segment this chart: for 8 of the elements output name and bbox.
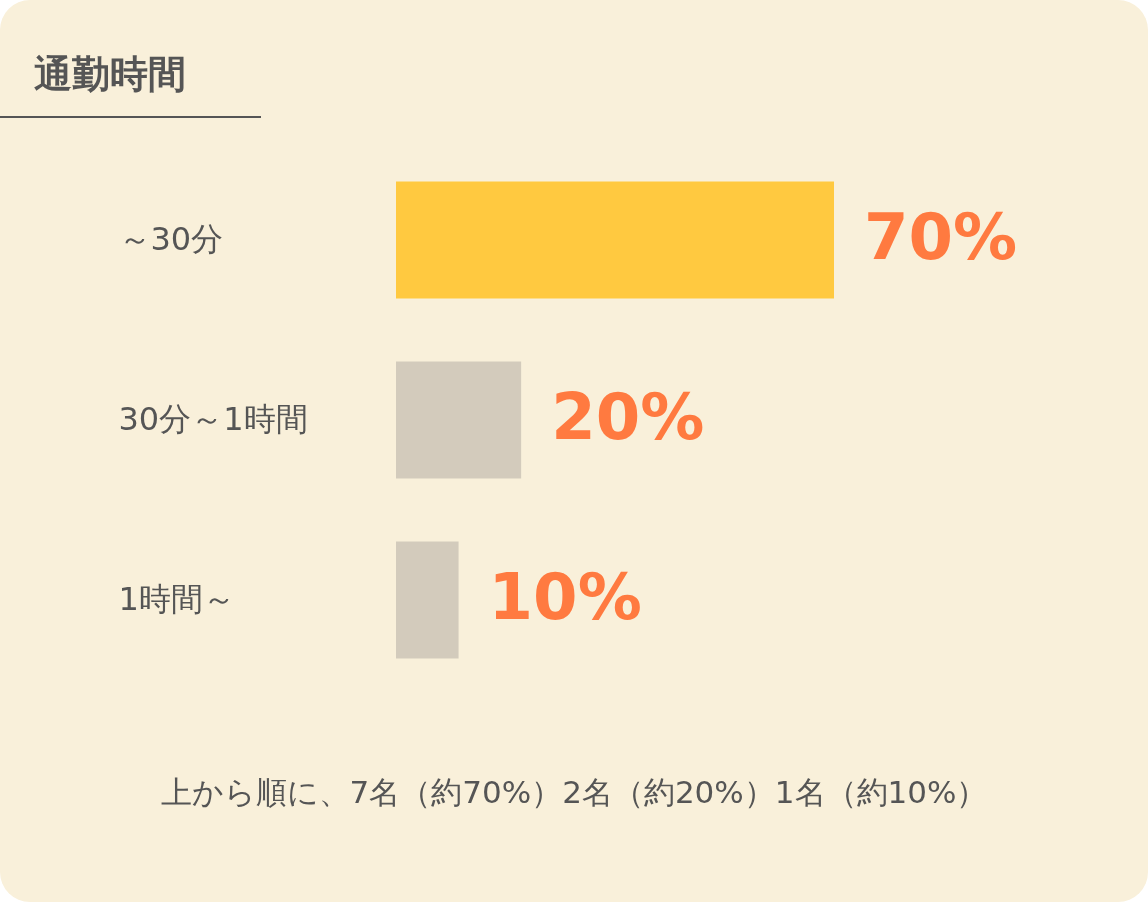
y-tick-label: ～30分 [118, 220, 224, 258]
text: 上から順に、7名（約70%）2名（約20%）1名（約10%） [159, 773, 989, 812]
y-tick-label: 30分～1時間 [118, 400, 308, 438]
data-label: 70% [864, 200, 1018, 274]
y-tick-label: 1時間～ [118, 580, 235, 618]
chart-title: 通勤時間 [34, 52, 186, 96]
data-label: 20% [551, 380, 705, 454]
data-label: 10% [488, 560, 642, 634]
